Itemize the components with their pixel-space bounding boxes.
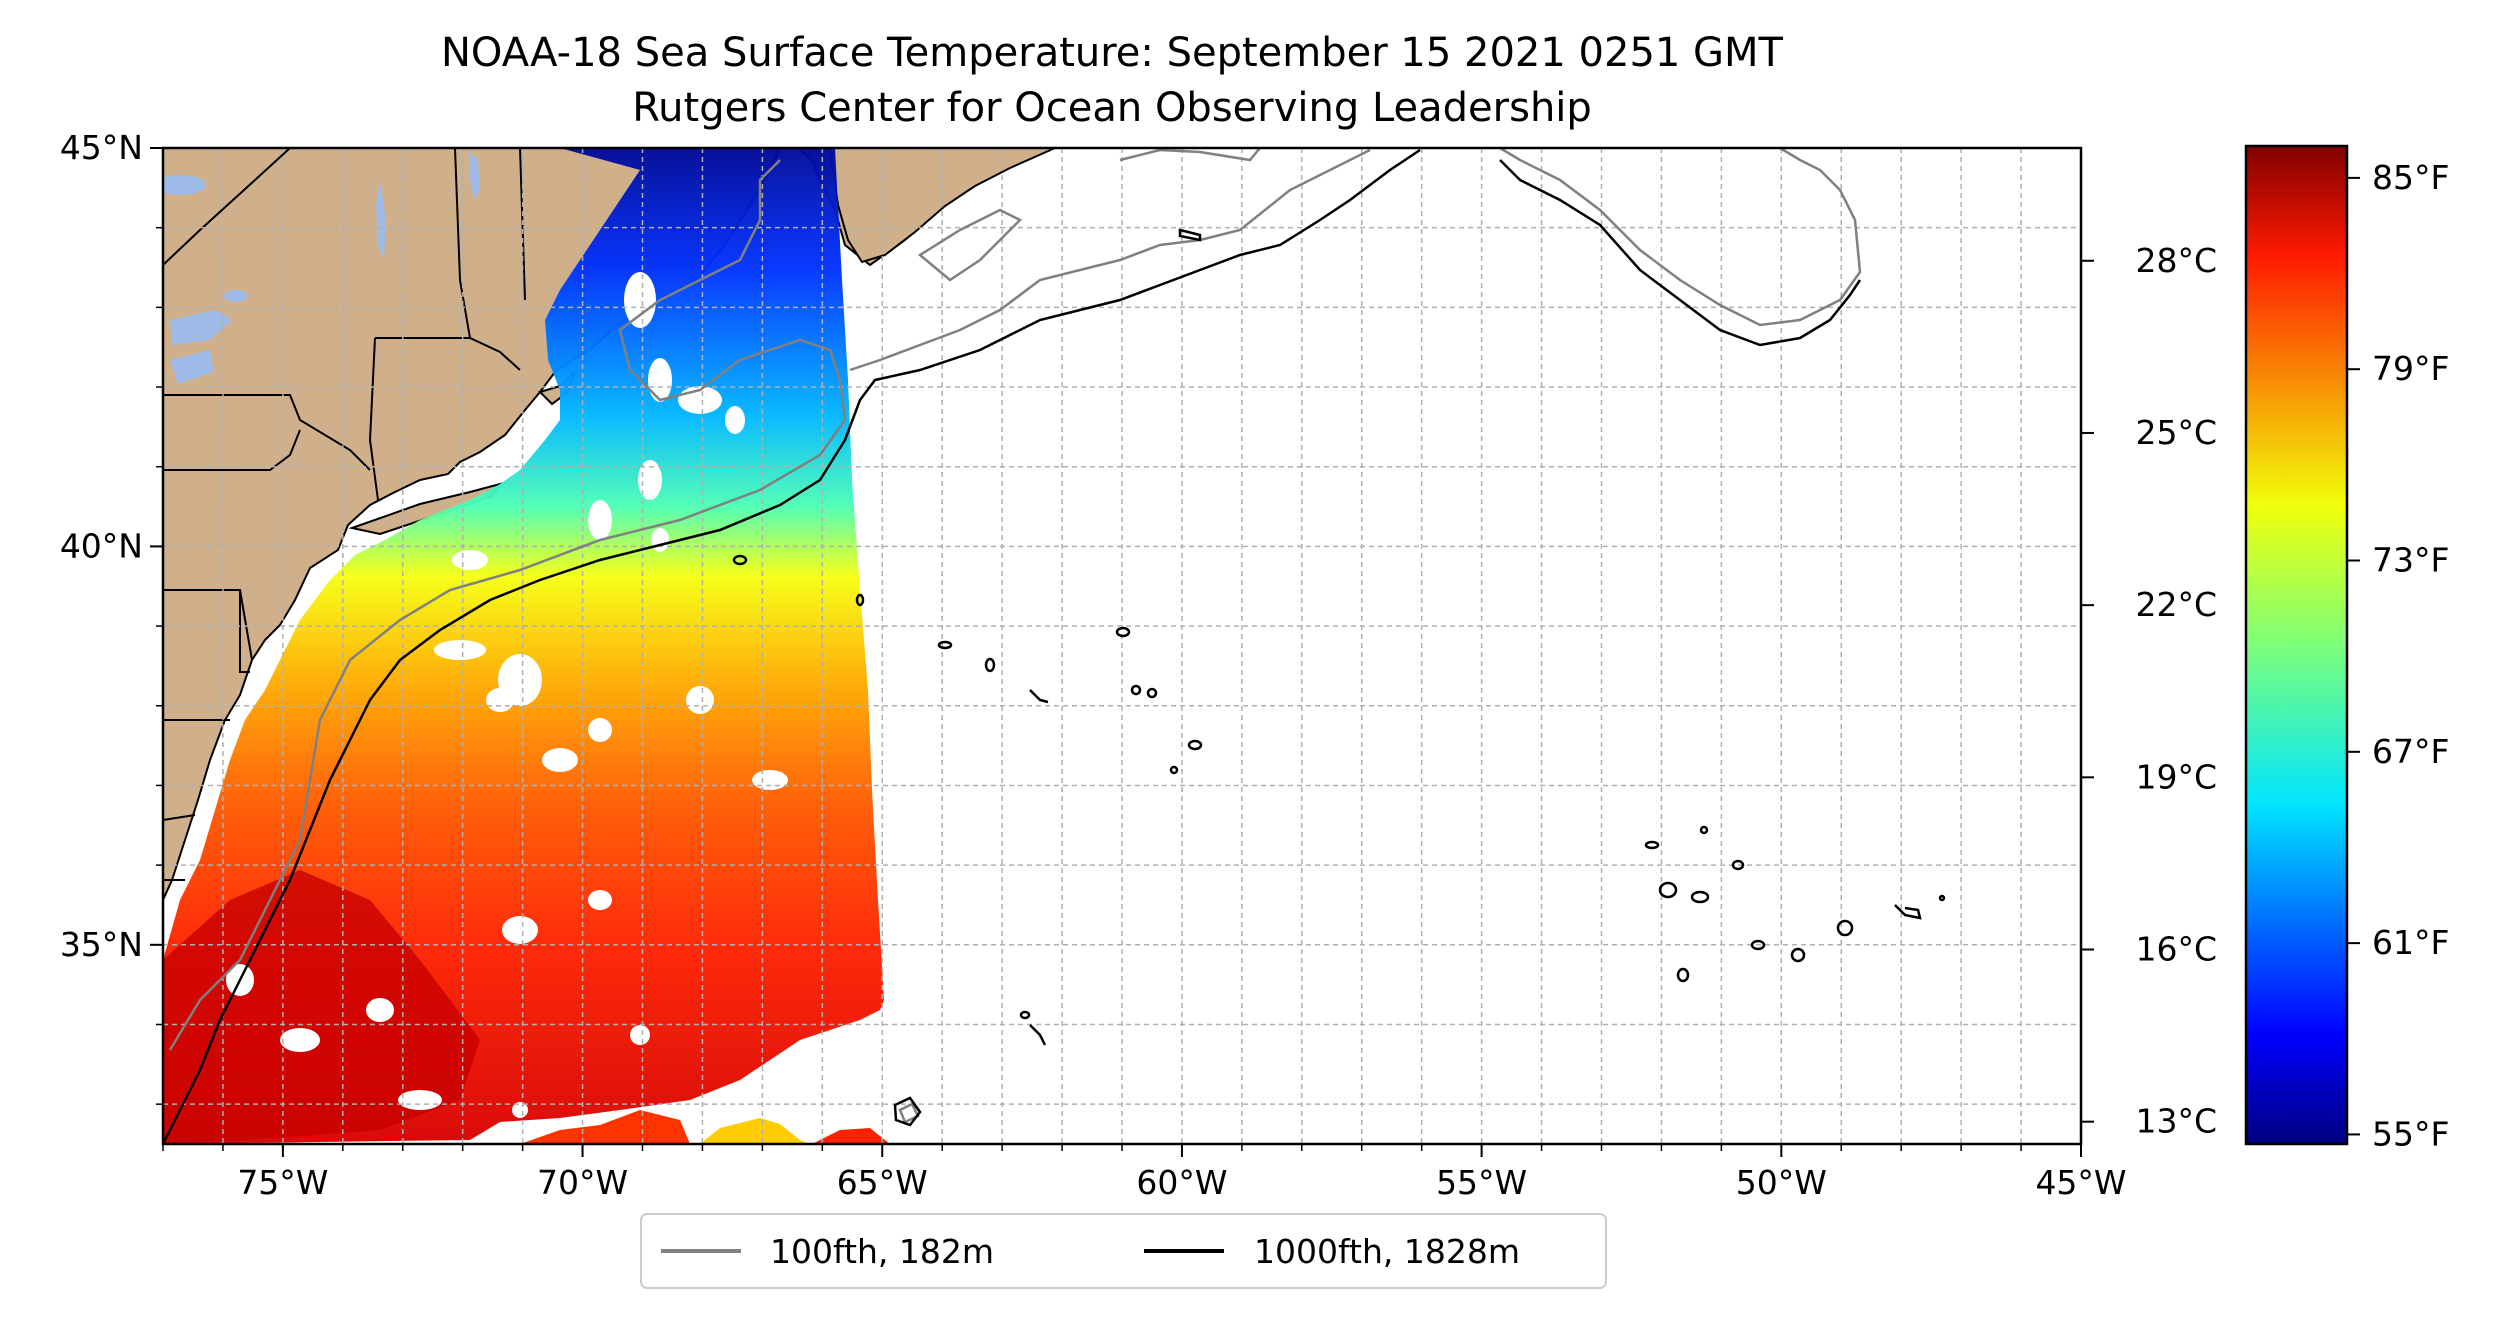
isobath-legend: 100fth, 182m 1000fth, 1828m [640, 1213, 1607, 1289]
colorbar-f-label: 55°F [2372, 1114, 2449, 1153]
colorbar-c-label: 13°C [2135, 1102, 2217, 1141]
colorbar-celsius-ticks: 13°C 16°C 19°C 22°C 25°C 28°C [2081, 241, 2217, 1141]
colorbar-c-label: 28°C [2135, 241, 2217, 280]
colorbar-f-label: 73°F [2372, 541, 2449, 580]
colorbar-f-label: 79°F [2372, 349, 2449, 388]
isobath-100fth [168, 148, 1862, 1124]
legend-label-100fth: 100fth, 182m [770, 1232, 994, 1271]
colorbar: 13°C 16°C 19°C 22°C 25°C 28°C 55°F 61°F 67°F 73°… [2081, 144, 2449, 1153]
colorbar-f-label: 67°F [2372, 732, 2449, 771]
lat-tick-label: 40°N [60, 526, 143, 565]
colorbar-gradient [2244, 144, 2349, 1146]
lon-tick-label: 70°W [537, 1163, 628, 1202]
lon-tick-label: 55°W [1436, 1163, 1527, 1202]
state-boundaries [163, 148, 526, 881]
latitude-ticks: 45°N 40°N 35°N [60, 128, 163, 1105]
lon-tick-label: 75°W [237, 1163, 328, 1202]
longitude-ticks: 75°W 70°W 65°W 60°W 55°W 50°W 45°W [162, 1144, 2127, 1202]
colorbar-fahrenheit-ticks: 55°F 61°F 67°F 73°F 79°F 85°F [2347, 158, 2449, 1153]
lon-tick-label: 50°W [1736, 1163, 1827, 1202]
lakes [163, 152, 480, 384]
lon-tick-label: 60°W [1136, 1163, 1227, 1202]
lat-tick-label: 45°N [60, 128, 143, 167]
legend-box [640, 1213, 1607, 1289]
colorbar-f-label: 85°F [2372, 158, 2449, 197]
figure-title: NOAA-18 Sea Surface Temperature: Septemb… [441, 30, 1784, 76]
colorbar-c-label: 19°C [2135, 757, 2217, 796]
cloud-gaps [226, 272, 788, 1118]
lon-tick-label: 45°W [2035, 1163, 2126, 1202]
legend-label-1000fth: 1000fth, 1828m [1254, 1232, 1520, 1271]
colorbar-c-label: 25°C [2135, 413, 2217, 452]
isobath-1000fth [163, 148, 1946, 1144]
lat-tick-label: 35°N [60, 925, 143, 964]
colorbar-c-label: 22°C [2135, 585, 2217, 624]
map-panel: 75°W 70°W 65°W 60°W 55°W 50°W 45°W 45°N 40°N 35°… [60, 128, 2127, 1202]
colorbar-c-label: 16°C [2135, 930, 2217, 969]
figure-subtitle: Rutgers Center for Ocean Observing Leade… [632, 85, 1592, 131]
lon-tick-label: 65°W [837, 1163, 928, 1202]
colorbar-f-label: 61°F [2372, 923, 2449, 962]
